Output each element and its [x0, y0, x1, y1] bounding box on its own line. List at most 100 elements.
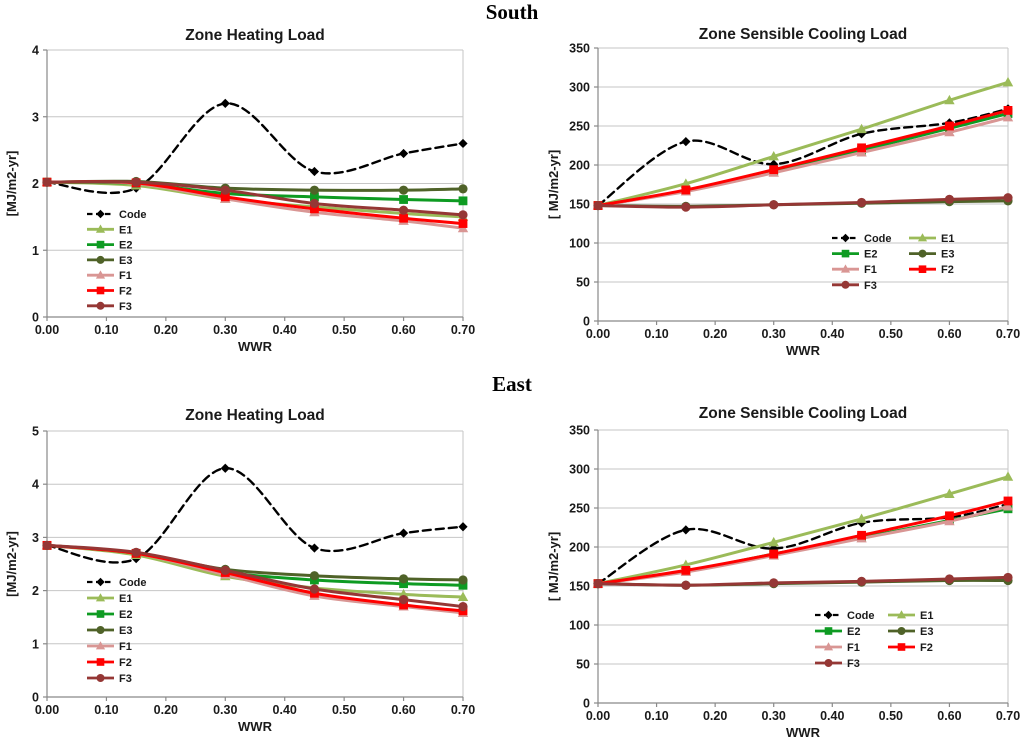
circle-marker: [681, 580, 691, 590]
circle-marker: [42, 540, 52, 550]
legend-label: F2: [920, 642, 933, 654]
series-E1: [592, 76, 1014, 210]
axes: [43, 49, 464, 321]
x-tick-label: 0.40: [820, 327, 844, 341]
y-tick-label: 150: [569, 198, 590, 212]
y-tick-label: 300: [569, 81, 590, 95]
x-tick-label: 0.60: [937, 327, 961, 341]
diamond-marker: [681, 525, 691, 535]
triangle-marker: [944, 488, 955, 498]
x-tick-label: 0.30: [762, 327, 786, 341]
x-tick-labels: 0.00 0.10 0.20 0.30 0.40 0.50 0.60 0.70: [35, 323, 475, 337]
circle-marker: [309, 571, 320, 581]
circle-marker: [42, 177, 52, 187]
diamond-marker: [96, 209, 105, 219]
y-tick-label: 50: [576, 276, 590, 290]
y-tick-label: 0: [583, 315, 590, 329]
diamond-marker: [681, 137, 691, 147]
legend-label: Code: [119, 577, 147, 589]
y-tick-label: 1: [32, 244, 39, 258]
y-tick-label: 2: [32, 177, 39, 191]
legend-label: E1: [941, 233, 954, 245]
triangle-marker: [917, 233, 928, 242]
legend: Code E1 E2 E3 F1 F2 F3: [87, 577, 147, 685]
x-tick-label: 0.50: [879, 709, 903, 723]
y-tick-label: 3: [32, 531, 39, 545]
circle-marker: [398, 595, 409, 605]
diamond-marker: [398, 528, 409, 538]
circle-marker: [131, 177, 141, 187]
series-line-E1: [596, 475, 1010, 586]
chart-south-cooling: 0 50 100 150 200 250 300 350 0.00 0.10 0.20 0.30 0.4…: [524, 22, 1024, 369]
chart-east-heating: 0 1 2 3 4 5 0.00 0.10 0.20 0.30 0.40 0.50 0.60 0.70 Zo…: [2, 398, 502, 745]
x-tick-label: 0.50: [879, 327, 903, 341]
y-tick-labels: 0 1 2 3 4 5: [32, 425, 39, 705]
circle-marker: [96, 301, 105, 310]
legend-label: E3: [920, 626, 933, 638]
legend-label: E1: [119, 593, 132, 605]
series-F3: [593, 193, 1013, 212]
circle-marker: [458, 210, 468, 220]
x-tick-label: 0.20: [154, 323, 178, 337]
x-tick-label: 0.60: [391, 323, 415, 337]
y-tick-label: 350: [569, 42, 590, 56]
circle-marker: [944, 574, 955, 584]
axes: [594, 429, 1009, 707]
legend-item-E2: E2: [87, 240, 132, 252]
x-axis-title: WWR: [786, 343, 821, 358]
legend-item-F1: F1: [832, 264, 877, 276]
circle-marker: [220, 565, 230, 575]
y-tick-labels: 0 50 100 150 200 250 300 350: [569, 424, 590, 711]
x-axis-title: WWR: [238, 719, 273, 734]
circle-marker: [593, 200, 603, 211]
circle-marker: [681, 202, 691, 212]
y-tick-label: 4: [32, 478, 39, 492]
square-marker: [681, 185, 691, 195]
circle-marker: [897, 627, 906, 635]
legend-label: E1: [119, 224, 132, 236]
circle-marker: [769, 578, 779, 588]
x-tick-label: 0.40: [273, 703, 297, 717]
square-marker: [399, 579, 408, 589]
legend-label: Code: [847, 610, 875, 622]
legend-label: F3: [119, 673, 132, 685]
legend-item-E1: E1: [909, 233, 954, 245]
triangle-marker: [823, 642, 834, 651]
square-marker: [458, 219, 468, 228]
square-marker: [310, 204, 319, 214]
x-tick-label: 0.00: [35, 703, 59, 717]
y-tick-labels: 0 50 100 150 200 250 300 350: [569, 42, 590, 329]
circle-marker: [398, 205, 409, 215]
circle-marker: [458, 601, 468, 612]
triangle-marker: [1002, 76, 1014, 87]
legend-item-Code: Code: [87, 577, 147, 589]
square-marker: [458, 580, 468, 590]
triangle-marker: [95, 593, 106, 602]
series-F3: [42, 540, 468, 612]
y-axis-title: [MJ/m2-yr]: [4, 531, 19, 597]
chart-title: Zone Sensible Cooling Load: [699, 26, 907, 43]
legend-label: Code: [864, 233, 892, 245]
x-tick-label: 0.20: [703, 327, 727, 341]
y-axis-title: [MJ/m2-yr]: [4, 151, 19, 217]
square-marker: [96, 658, 105, 666]
x-tick-label: 0.50: [332, 703, 356, 717]
y-tick-label: 1: [32, 637, 39, 651]
legend-label: F3: [864, 280, 877, 292]
x-tick-labels: 0.00 0.10 0.20 0.30 0.40 0.50 0.60 0.70: [35, 703, 475, 717]
x-tick-label: 0.30: [762, 709, 786, 723]
legend-item-F1: F1: [87, 641, 132, 653]
triangle-marker: [95, 641, 106, 650]
legend-label: E2: [119, 609, 132, 621]
y-tick-label: 3: [32, 110, 39, 124]
diamond-marker: [309, 166, 320, 177]
triangle-marker: [944, 126, 955, 137]
triangle-marker: [944, 94, 955, 105]
triangle-marker: [95, 270, 106, 279]
square-marker: [769, 165, 779, 175]
chart-title: Zone Heating Load: [185, 407, 325, 424]
gridlines: [598, 429, 1009, 703]
chart-east-cooling: 0 50 100 150 200 250 300 350 0.00 0.10 0.20 0.30 0.4…: [524, 398, 1024, 745]
circle-marker: [458, 575, 468, 585]
